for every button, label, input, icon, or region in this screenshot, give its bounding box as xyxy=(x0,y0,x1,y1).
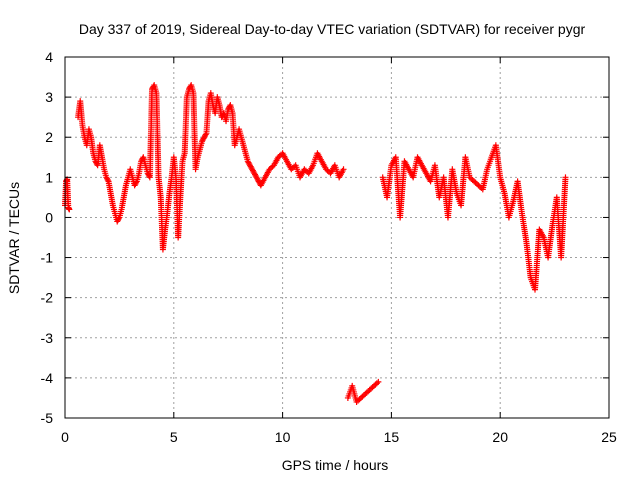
y-tick-label: -4 xyxy=(41,370,54,386)
data-point xyxy=(562,174,569,181)
y-tick-label: -2 xyxy=(41,290,54,306)
data-series-sdtvar xyxy=(62,82,569,405)
x-axis-label: GPS time / hours xyxy=(282,457,389,473)
x-tick-label: 0 xyxy=(61,429,69,445)
data-point xyxy=(104,177,111,184)
y-tick-label: -3 xyxy=(41,330,54,346)
y-tick-label: 1 xyxy=(45,169,53,185)
data-point xyxy=(375,378,382,385)
y-tick-label: 2 xyxy=(45,129,53,145)
x-tick-label: 15 xyxy=(384,429,400,445)
data-point xyxy=(133,179,140,186)
y-tick-label: 0 xyxy=(45,209,53,225)
data-point xyxy=(146,172,153,179)
y-tick-label: 3 xyxy=(45,89,53,105)
chart-title: Day 337 of 2019, Sidereal Day-to-day VTE… xyxy=(79,21,586,37)
x-tick-label: 20 xyxy=(492,429,508,445)
y-axis-label: SDTVAR / TECUs xyxy=(6,182,22,294)
x-tick-label: 5 xyxy=(170,429,178,445)
plot-frame xyxy=(64,56,610,419)
data-point xyxy=(340,166,347,173)
data-point xyxy=(202,131,209,138)
data-point xyxy=(93,160,100,167)
y-tick-label: 4 xyxy=(45,49,53,65)
x-tick-label: 10 xyxy=(275,429,291,445)
data-point xyxy=(66,206,73,213)
x-tick-label: 25 xyxy=(601,429,617,445)
y-tick-label: -1 xyxy=(41,250,54,266)
data-point xyxy=(115,215,122,222)
y-tick-label: -5 xyxy=(41,410,54,426)
